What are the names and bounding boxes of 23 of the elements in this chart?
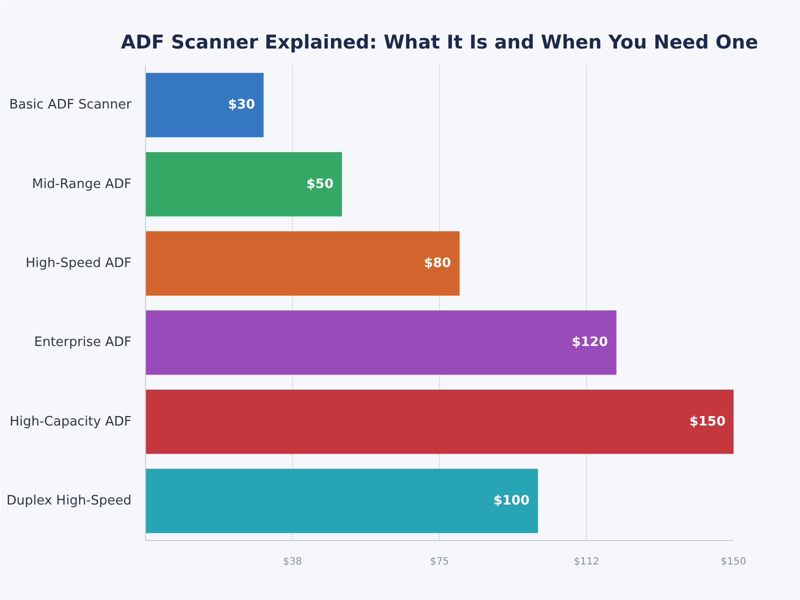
bar [146, 72, 264, 138]
y-tick-label: High-Capacity ADF [10, 414, 132, 430]
bar [146, 231, 460, 296]
bar [146, 390, 734, 454]
data-label: $150 [689, 414, 726, 430]
data-label: $50 [306, 176, 334, 192]
bar [146, 468, 538, 534]
chart-title: ADF Scanner Explained: What It Is and When You Need One [120, 32, 758, 54]
data-label: $100 [493, 493, 530, 508]
data-label: $30 [228, 98, 256, 113]
bar [146, 152, 342, 216]
x-tick-label: $112 [574, 556, 600, 568]
x-tick-label: $38 [282, 556, 302, 568]
x-tick-label: $75 [430, 556, 450, 568]
bar [146, 310, 616, 375]
y-tick-label: Enterprise ADF [34, 335, 132, 350]
data-label: $120 [572, 335, 608, 350]
y-tick-label: Basic ADF Scanner [9, 98, 132, 113]
x-tick-label: $150 [720, 556, 746, 568]
y-tick-label: Duplex High-Speed [6, 493, 132, 508]
data-label: $80 [424, 256, 452, 271]
y-tick-label: High-Speed ADF [26, 256, 132, 271]
y-tick-label: Mid-Range ADF [32, 176, 132, 192]
